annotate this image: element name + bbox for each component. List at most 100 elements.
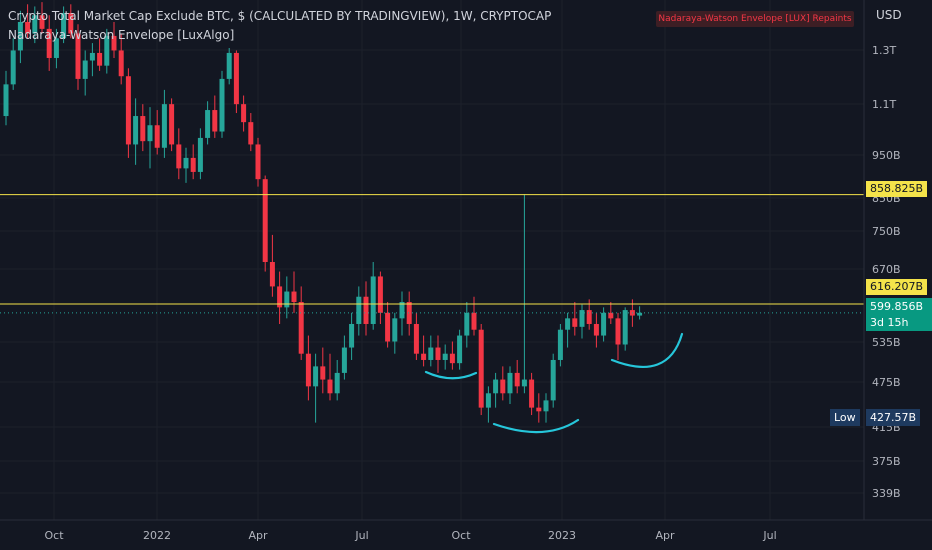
candle[interactable] — [197, 128, 203, 180]
candle[interactable] — [428, 335, 434, 367]
candle[interactable] — [154, 110, 160, 155]
candle[interactable] — [341, 335, 347, 380]
candle[interactable] — [248, 113, 254, 152]
candle[interactable] — [536, 393, 542, 423]
candle[interactable] — [385, 302, 391, 348]
candle[interactable] — [97, 38, 103, 71]
candle[interactable] — [521, 194, 527, 394]
candle[interactable] — [111, 21, 117, 58]
candle[interactable] — [284, 276, 290, 319]
price-axis[interactable]: 1.3T1.1T950B850B750B670B535B475B415B375B… — [872, 44, 901, 500]
chart-title[interactable]: Crypto Total Market Cap Exclude BTC, $ (… — [8, 9, 552, 23]
candle[interactable] — [622, 307, 628, 351]
candle[interactable] — [133, 98, 139, 165]
candle[interactable] — [327, 353, 333, 401]
candle[interactable] — [334, 359, 340, 401]
candle[interactable] — [313, 353, 319, 423]
candle[interactable] — [46, 15, 52, 71]
candle[interactable] — [543, 393, 549, 423]
candle[interactable] — [457, 329, 463, 370]
candle[interactable] — [176, 128, 182, 180]
candle[interactable] — [3, 70, 9, 126]
candle[interactable] — [104, 28, 110, 74]
candle[interactable] — [421, 335, 427, 367]
candle[interactable] — [449, 341, 455, 370]
candle[interactable] — [291, 271, 297, 313]
candle[interactable] — [212, 95, 218, 138]
candle[interactable] — [298, 286, 304, 360]
candle[interactable] — [413, 312, 419, 360]
candle[interactable] — [356, 286, 362, 336]
candle[interactable] — [233, 50, 239, 114]
candle[interactable] — [349, 312, 355, 360]
candle[interactable] — [89, 43, 95, 77]
candle[interactable] — [608, 302, 614, 324]
candle[interactable] — [601, 307, 607, 342]
candle[interactable] — [118, 33, 124, 85]
candle[interactable] — [205, 101, 211, 145]
annotation-arc-right[interactable] — [610, 332, 684, 368]
candle[interactable] — [140, 104, 146, 152]
candle[interactable] — [161, 89, 167, 158]
candle[interactable] — [277, 271, 283, 324]
candle[interactable] — [17, 10, 23, 64]
drawing-annotations[interactable] — [424, 332, 684, 434]
candle[interactable] — [565, 312, 571, 348]
candle[interactable] — [262, 175, 268, 272]
candle[interactable] — [500, 366, 506, 401]
indicator-legend[interactable]: Nadaraya-Watson Envelope [LuxAlgo] — [8, 28, 235, 42]
horizontal-levels[interactable] — [0, 194, 864, 314]
candle[interactable] — [406, 291, 412, 336]
candle[interactable] — [514, 359, 520, 394]
candle[interactable] — [53, 28, 59, 69]
annotation-arc-left[interactable] — [424, 370, 478, 380]
candle[interactable] — [269, 234, 275, 297]
candle[interactable] — [219, 70, 225, 138]
candle[interactable] — [125, 68, 131, 158]
candle[interactable] — [241, 95, 247, 132]
candle[interactable] — [190, 144, 196, 180]
candle[interactable] — [39, 2, 45, 34]
candle[interactable] — [572, 302, 578, 336]
candle[interactable] — [529, 372, 535, 416]
candle[interactable] — [82, 50, 88, 96]
candle[interactable] — [579, 304, 585, 339]
candle[interactable] — [471, 296, 477, 336]
candle[interactable] — [478, 323, 484, 416]
candle[interactable] — [485, 386, 491, 423]
candle[interactable] — [68, 4, 74, 39]
candle[interactable] — [557, 323, 563, 367]
candle[interactable] — [637, 306, 643, 320]
candle[interactable] — [377, 271, 383, 324]
candle[interactable] — [305, 335, 311, 401]
time-axis[interactable]: Oct 2022 Apr Jul Oct 2023 Apr Jul — [44, 529, 776, 542]
candle[interactable] — [615, 312, 621, 360]
candle-series[interactable] — [3, 2, 643, 423]
candle[interactable] — [370, 262, 376, 330]
candle[interactable] — [75, 24, 81, 90]
candle[interactable] — [32, 6, 38, 44]
candle[interactable] — [493, 372, 499, 408]
candle[interactable] — [169, 98, 175, 152]
candle[interactable] — [61, 6, 67, 44]
candle[interactable] — [363, 281, 369, 336]
candle[interactable] — [320, 347, 326, 394]
candle[interactable] — [392, 312, 398, 354]
candle[interactable] — [25, 4, 31, 39]
annotation-arc-bottom[interactable] — [492, 418, 580, 434]
candle[interactable] — [147, 107, 153, 169]
candle[interactable] — [399, 291, 405, 336]
candle[interactable] — [255, 137, 261, 187]
candle[interactable] — [593, 312, 599, 348]
candle[interactable] — [435, 335, 441, 373]
candle[interactable] — [183, 147, 189, 183]
candle[interactable] — [550, 353, 556, 408]
candle[interactable] — [507, 366, 513, 404]
candle[interactable] — [442, 344, 448, 370]
candle[interactable] — [464, 302, 470, 348]
candle[interactable] — [10, 38, 16, 90]
currency-label[interactable]: USD — [876, 8, 902, 22]
candle[interactable] — [226, 47, 232, 85]
